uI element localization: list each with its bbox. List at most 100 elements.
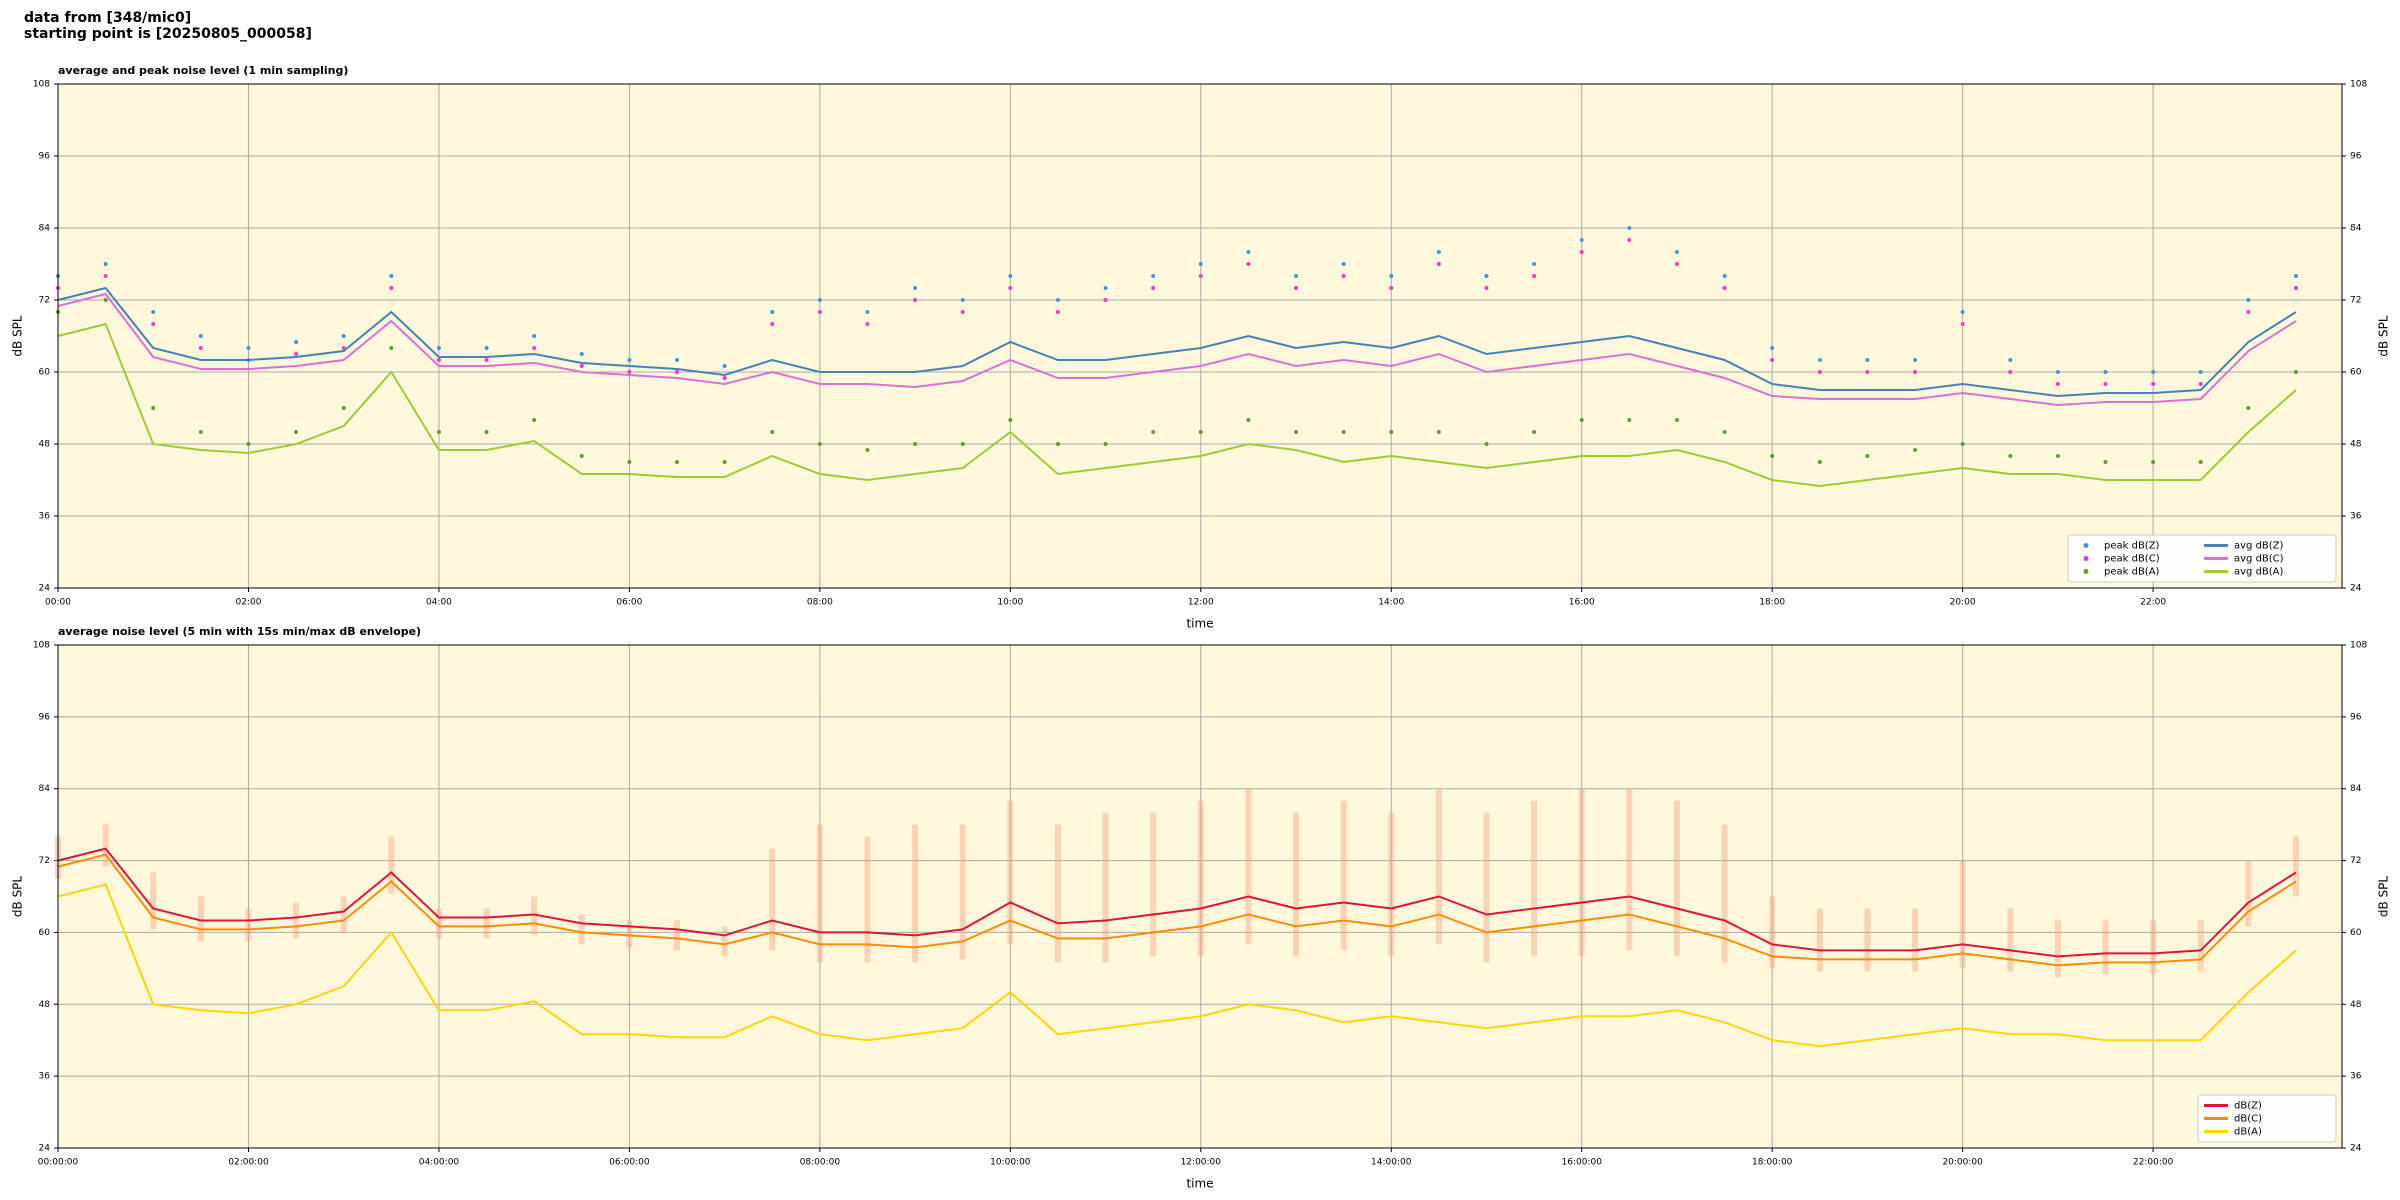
peak-dot	[2008, 370, 2013, 374]
peak-dot	[2246, 406, 2251, 410]
legend-label: dB(Z)	[2234, 1101, 2262, 1112]
x-tick-label: 08:00	[807, 598, 833, 608]
peak-dot	[1294, 430, 1299, 434]
y-tick-label: 24	[39, 1144, 51, 1154]
peak-dot	[436, 358, 441, 362]
y-tick-label: 36	[2350, 1072, 2362, 1082]
series-line	[57, 286, 2297, 398]
y-tick-label: 36	[39, 512, 51, 522]
y-axis-label: dB SPL	[11, 876, 25, 918]
peak-dot	[1246, 262, 1251, 266]
peak-dot	[532, 334, 537, 338]
y-tick-label: 60	[2350, 928, 2362, 938]
peak-dot	[579, 364, 584, 368]
peak-dot	[1817, 370, 1822, 374]
plot-frame	[57, 644, 2343, 1149]
peak-dot	[1151, 430, 1156, 434]
peak-dot	[532, 418, 537, 422]
peak-dot	[2198, 382, 2203, 386]
y-axis-label: dB SPL	[2377, 315, 2391, 357]
y-tick-label: 24	[2350, 1144, 2362, 1154]
x-axis-label: time	[1186, 617, 1213, 631]
peak-dot	[103, 274, 108, 278]
peak-dot	[2151, 382, 2156, 386]
peak-dot	[341, 406, 346, 410]
y-axis-label: dB SPL	[2377, 876, 2391, 918]
peak-dot	[1770, 454, 1775, 458]
peak-dot	[436, 346, 441, 350]
peak-dot	[389, 286, 394, 290]
peak-dot	[2008, 358, 2013, 362]
peak-dot	[1770, 346, 1775, 350]
x-tick-label: 14:00	[1378, 598, 1404, 608]
peak-dot	[1341, 262, 1346, 266]
peak-dot	[1436, 430, 1441, 434]
peak-dot	[579, 454, 584, 458]
plot-title: average and peak noise level (1 min samp…	[58, 64, 348, 77]
plot-area	[58, 84, 2342, 588]
legend-marker	[2083, 543, 2089, 548]
y-tick-label: 96	[2350, 712, 2362, 722]
peak-dot	[1865, 358, 1870, 362]
peak-dot	[817, 310, 822, 314]
y-tick-label: 96	[39, 712, 51, 722]
peak-dot	[627, 358, 632, 362]
peak-dot	[2055, 370, 2060, 374]
peak-dot	[1865, 370, 1870, 374]
peak-dot	[1103, 286, 1108, 290]
peak-dot	[770, 430, 775, 434]
x-tick-label: 10:00:00	[990, 1158, 1031, 1168]
peak-dot	[1008, 274, 1013, 278]
y-tick-label: 84	[39, 224, 51, 234]
peak-dot	[1055, 310, 1060, 314]
plot-title: average noise level (5 min with 15s min/…	[58, 625, 421, 638]
peak-dot	[1960, 442, 1965, 446]
peak-dot	[2055, 454, 2060, 458]
legend-label: dB(A)	[2234, 1127, 2262, 1138]
peak-dot	[579, 352, 584, 356]
peak-dot	[2103, 460, 2108, 464]
legend-label: peak dB(C)	[2104, 554, 2160, 565]
peak-dot	[1198, 430, 1203, 434]
x-tick-label: 22:00	[2140, 598, 2166, 608]
peak-dot	[627, 460, 632, 464]
peak-dot	[1198, 262, 1203, 266]
peak-dot	[436, 430, 441, 434]
legend-marker	[2083, 556, 2089, 561]
y-tick-label: 84	[2350, 224, 2362, 234]
y-tick-label: 84	[39, 784, 51, 794]
peak-dot	[151, 310, 156, 314]
peak-dot	[1770, 358, 1775, 362]
x-tick-label: 20:00	[1950, 598, 1976, 608]
legend-marker	[2083, 569, 2089, 574]
peak-dot	[198, 334, 203, 338]
peak-dot	[770, 322, 775, 326]
peak-dot	[1674, 262, 1679, 266]
peak-dot	[1484, 274, 1489, 278]
peak-dot	[246, 346, 251, 350]
peak-dot	[1579, 418, 1584, 422]
peak-dot	[1389, 430, 1394, 434]
legend-label: peak dB(Z)	[2104, 541, 2160, 552]
peak-dot	[865, 322, 870, 326]
peak-dot	[484, 430, 489, 434]
peak-dot	[1532, 274, 1537, 278]
peak-dot	[1579, 238, 1584, 242]
peak-dot	[817, 442, 822, 446]
peak-dot	[722, 376, 727, 380]
series-line	[57, 883, 2297, 1048]
peak-dot	[1055, 442, 1060, 446]
plot-frame	[57, 83, 2343, 589]
legend-label: avg dB(Z)	[2234, 541, 2284, 552]
peak-dot	[294, 340, 299, 344]
x-tick-label: 20:00:00	[1942, 1158, 1983, 1168]
peak-dot	[1198, 274, 1203, 278]
y-tick-label: 108	[33, 641, 50, 651]
peak-dot	[1817, 460, 1822, 464]
peak-dot	[2198, 370, 2203, 374]
series-line	[57, 292, 2297, 407]
peak-dot	[2151, 460, 2156, 464]
x-tick-label: 06:00	[616, 598, 642, 608]
peak-dot	[627, 370, 632, 374]
peak-dot	[484, 346, 489, 350]
